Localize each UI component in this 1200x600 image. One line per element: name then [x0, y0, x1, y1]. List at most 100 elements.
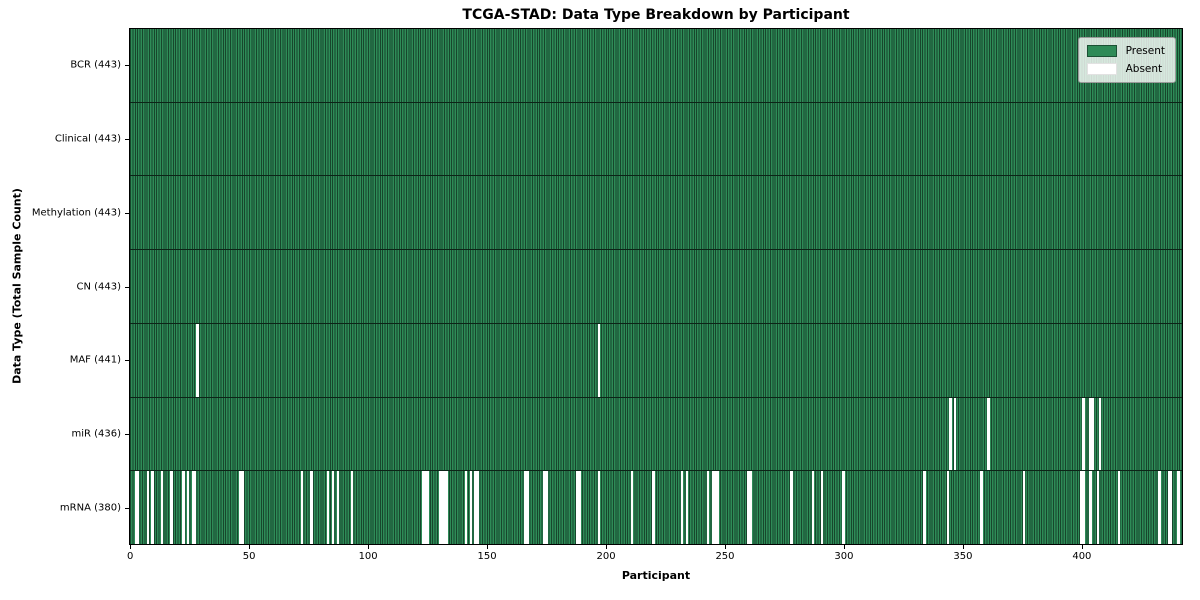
absent-bar: [137, 471, 140, 545]
absent-bar: [1158, 471, 1161, 545]
absent-bar: [469, 471, 472, 545]
absent-bar: [331, 471, 335, 545]
x-tick-mark: [249, 545, 251, 549]
absent-bar: [576, 471, 579, 545]
absent-bar: [441, 471, 444, 545]
x-tick-label: 250: [715, 551, 735, 562]
absent-bar: [160, 471, 164, 545]
absent-swatch-icon: [1086, 63, 1117, 75]
absent-bar: [1167, 471, 1171, 545]
y-tick-mark: [125, 286, 129, 288]
x-axis-label: Participant: [621, 569, 691, 582]
absent-bar: [191, 471, 195, 545]
absent-bar: [196, 323, 199, 397]
absent-bar: [1117, 471, 1121, 545]
x-tick-label: 150: [477, 551, 497, 562]
absent-bar: [524, 471, 527, 545]
absent-bar: [170, 471, 173, 545]
absent-bar: [474, 471, 477, 545]
x-tick-mark: [130, 545, 132, 549]
absent-bar: [1177, 471, 1180, 545]
chart-title: TCGA-STAD: Data Type Breakdown by Partic…: [462, 7, 850, 23]
absent-bar: [811, 471, 814, 545]
x-tick-label: 100: [358, 551, 378, 562]
x-tick-label: 400: [1072, 551, 1092, 562]
x-tick-label: 350: [953, 551, 973, 562]
y-tick-mark: [125, 212, 129, 214]
absent-bar: [476, 471, 480, 545]
absent-bar: [578, 471, 582, 545]
absent-bar: [954, 397, 957, 471]
absent-bar: [707, 471, 710, 545]
x-tick-mark: [606, 545, 608, 549]
absent-bar: [980, 471, 983, 545]
absent-bar: [1089, 397, 1092, 471]
absent-bar: [821, 471, 824, 545]
absent-bar: [716, 471, 719, 545]
absent-bar: [443, 471, 446, 545]
heatmap-row-mrna: [130, 470, 1182, 545]
heatmap-row-maf: [130, 322, 1182, 397]
heatmap-row-methylation: [130, 175, 1182, 250]
y-tick-mark: [125, 508, 129, 510]
absent-bar: [422, 471, 425, 545]
absent-bar: [747, 471, 750, 545]
absent-bar: [134, 471, 138, 545]
absent-bar: [182, 471, 185, 545]
absent-bar: [543, 471, 546, 545]
y-tick-label-mir: miR (436): [71, 428, 121, 440]
y-tick-mark: [125, 434, 129, 436]
absent-bar: [1098, 397, 1102, 471]
x-tick-mark: [368, 545, 370, 549]
y-tick-label-bcr: BCR (443): [70, 59, 121, 71]
x-tick-mark: [487, 545, 489, 549]
absent-bar: [310, 471, 313, 545]
absent-bar: [597, 323, 601, 397]
x-tick-mark: [843, 545, 845, 549]
absent-bar: [424, 471, 427, 545]
y-tick-mark: [125, 360, 129, 362]
absent-bar: [1082, 397, 1085, 471]
x-tick-label: 50: [242, 551, 256, 562]
absent-bar: [1170, 471, 1173, 545]
legend-item-present: Present: [1086, 45, 1165, 57]
absent-bar: [987, 397, 990, 471]
absent-bar: [652, 471, 655, 545]
absent-bar: [1022, 471, 1026, 545]
absent-bar: [438, 471, 442, 545]
absent-bar: [426, 471, 430, 545]
heatmap-plot-area: Present Absent: [129, 28, 1183, 545]
absent-bar: [680, 471, 684, 545]
absent-bar: [685, 471, 689, 545]
absent-bar: [923, 471, 926, 545]
y-tick-mark: [125, 64, 129, 66]
x-tick-label: 0: [127, 551, 134, 562]
x-tick-mark: [962, 545, 964, 549]
legend-label-present: Present: [1125, 45, 1165, 57]
absent-bar: [239, 471, 242, 545]
legend-label-absent: Absent: [1125, 63, 1163, 75]
y-axis-tick-labels: BCR (443) Clinical (443) Methylation (443)…: [0, 28, 129, 545]
absent-bar: [1079, 471, 1083, 545]
x-tick-mark: [1081, 545, 1083, 549]
absent-bar: [949, 397, 952, 471]
absent-bar: [749, 471, 753, 545]
absent-bar: [597, 471, 601, 545]
absent-bar: [464, 471, 468, 545]
y-tick-label-maf: MAF (441): [69, 354, 121, 366]
absent-bar: [1089, 471, 1092, 545]
y-tick-label-mrna: mRNA (380): [59, 502, 121, 514]
x-tick-label: 300: [834, 551, 854, 562]
x-axis-ticks: 0 50 100 150 200 250 300 350 400: [127, 545, 1183, 565]
y-tick-label-clinical: Clinical (443): [54, 133, 121, 145]
heatmap-row-bcr: [130, 29, 1182, 102]
absent-bar: [1082, 471, 1085, 545]
y-tick-mark: [125, 138, 129, 140]
absent-bar: [714, 471, 717, 545]
absent-bar: [526, 471, 529, 545]
absent-bar: [186, 471, 190, 545]
absent-bar: [350, 471, 354, 545]
y-tick-label-methylation: Methylation (443): [31, 207, 121, 219]
absent-bar: [1091, 397, 1095, 471]
